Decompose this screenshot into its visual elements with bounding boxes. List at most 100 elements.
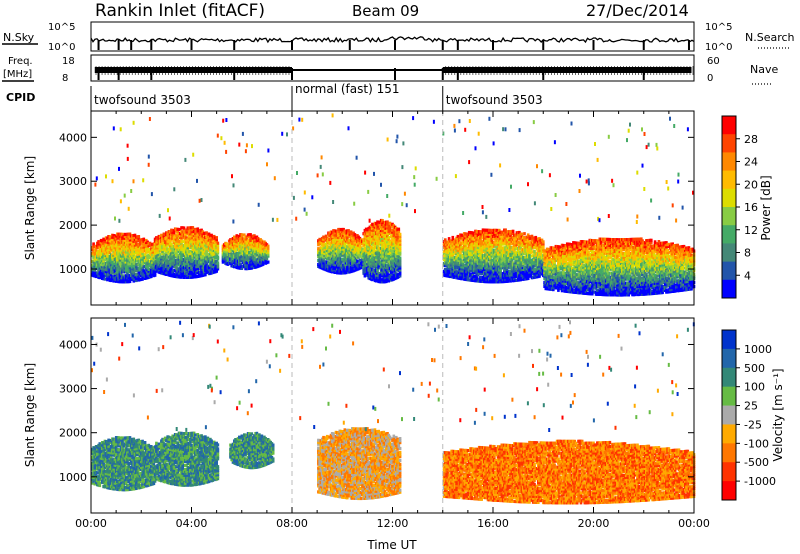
power-cell	[189, 255, 192, 260]
power-cell	[395, 234, 398, 238]
power-cell	[476, 255, 480, 259]
power-cell	[506, 273, 510, 277]
power-cell	[205, 241, 208, 245]
power-cell	[506, 230, 510, 234]
power-cell	[189, 250, 192, 254]
power-cell	[142, 269, 146, 273]
power-cell	[506, 242, 510, 246]
power-cell	[181, 269, 184, 273]
power-cell	[116, 262, 119, 266]
power-cell	[177, 243, 181, 247]
power-cell	[176, 237, 179, 241]
power-cell	[505, 265, 509, 270]
power-cell	[216, 261, 220, 265]
power-cell	[113, 251, 117, 256]
power-cell	[515, 270, 519, 274]
power-cell	[456, 254, 460, 258]
power-cell	[153, 273, 157, 277]
power-cell	[494, 272, 497, 276]
power-cell	[504, 256, 507, 260]
power-cell	[475, 235, 478, 239]
power-cell	[347, 262, 350, 266]
power-cell	[469, 240, 472, 245]
power-cell	[337, 251, 340, 255]
power-cell	[256, 258, 260, 262]
power-cell	[165, 253, 168, 257]
power-cell	[367, 252, 370, 256]
power-cell	[204, 237, 207, 241]
power-cell	[161, 240, 164, 244]
power-cell	[240, 266, 244, 270]
power-cell	[457, 276, 461, 280]
power-cell	[475, 269, 478, 273]
power-cell	[339, 261, 343, 265]
power-cell	[501, 262, 505, 266]
power-cell	[445, 246, 448, 250]
power-cell	[108, 235, 112, 239]
power-cell	[505, 258, 509, 262]
power-cell	[483, 242, 486, 246]
freq-label-line1: Freq.	[8, 56, 33, 67]
power-cell	[238, 234, 241, 238]
power-cell	[323, 247, 326, 252]
power-cell	[129, 246, 133, 250]
power-cell	[166, 259, 169, 263]
power-cell	[132, 263, 136, 267]
power-cell	[354, 262, 358, 266]
power-cell	[457, 249, 461, 253]
power-cell	[180, 255, 183, 260]
power-cell	[515, 256, 519, 261]
power-cell	[216, 249, 220, 253]
power-cell	[162, 234, 166, 238]
power-cell	[376, 244, 379, 248]
power-cell	[509, 253, 512, 257]
power-cell	[504, 238, 507, 242]
power-cell	[117, 278, 120, 282]
power-cell	[111, 257, 114, 261]
power-cell	[472, 243, 476, 247]
power-cell	[194, 267, 197, 271]
power-cell	[116, 250, 119, 254]
power-cell	[165, 245, 168, 249]
power-cell	[116, 246, 119, 250]
power-cell	[373, 249, 377, 253]
power-cell	[455, 264, 458, 268]
power-cell	[445, 262, 448, 266]
power-cell	[190, 265, 193, 269]
power-cell	[442, 244, 446, 248]
power-cell	[111, 239, 114, 243]
power-cell	[513, 243, 516, 247]
power-cell	[92, 242, 95, 246]
power-cell	[509, 251, 512, 255]
power-cell	[499, 244, 502, 248]
cpid-segment-label: twofsound 3503	[94, 93, 191, 107]
power-cell	[113, 261, 117, 265]
power-cell	[118, 260, 122, 264]
power-cell	[216, 265, 220, 269]
power-cell	[398, 272, 402, 276]
power-cell	[266, 252, 270, 256]
power-cell	[354, 242, 358, 246]
power-cell	[509, 275, 512, 279]
power-cell	[266, 248, 270, 252]
power-cell	[501, 276, 505, 280]
power-cell	[359, 266, 363, 270]
power-cell	[354, 244, 358, 248]
power-cell	[113, 271, 117, 275]
power-cell	[508, 236, 511, 240]
power-cell	[457, 239, 461, 243]
power-cell	[504, 273, 507, 278]
power-cell	[352, 255, 355, 259]
power-cell	[513, 245, 516, 249]
power-cell	[460, 245, 463, 249]
power-cell	[122, 250, 125, 254]
power-cell	[381, 232, 384, 236]
power-cell	[135, 265, 138, 269]
power-cell	[509, 245, 512, 249]
power-cell	[460, 235, 463, 239]
power-cell	[118, 262, 122, 266]
power-cell	[106, 246, 109, 250]
power-cell	[103, 238, 107, 242]
power-cell	[245, 261, 249, 265]
power-cell	[205, 260, 208, 265]
